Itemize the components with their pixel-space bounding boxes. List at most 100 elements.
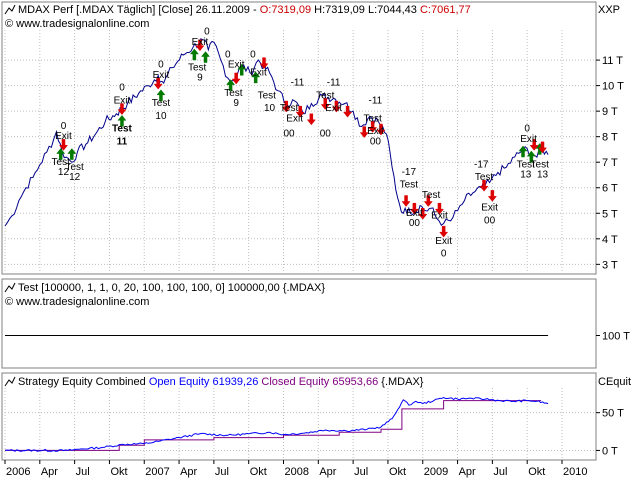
price-tick-label: 10 T [602, 81, 624, 93]
trade-annotation: 10 [264, 103, 276, 114]
trade-annotation: Exit [114, 95, 131, 106]
equity-suffix: {.MDAX} [381, 376, 424, 388]
x-tick-label: Apr [459, 466, 476, 478]
trade-annotation: Exit [286, 113, 303, 124]
trade-annotation: Test [52, 157, 71, 168]
x-tick-label: Apr [41, 466, 58, 478]
trade-annotation: Test [224, 88, 243, 99]
sell-arrow-icon [306, 113, 316, 126]
trade-annotation: 11 [117, 136, 128, 147]
sell-arrow-icon [479, 179, 489, 192]
trade-annotation: Exit [228, 60, 245, 71]
trade-annotation: Test [517, 159, 536, 170]
trade-annotation: -11 [369, 95, 383, 106]
x-gridlines [4, 30, 563, 458]
line-chart-icon [4, 282, 16, 293]
sell-arrow-icon [401, 195, 411, 207]
sell-arrow-icon [58, 139, 69, 151]
sell-arrow-icon [343, 105, 353, 118]
trade-annotation: Exit [153, 70, 170, 81]
price-panel-header: MDAX Perf [.MDAX Täglich] [Close] 26.11.… [4, 4, 471, 30]
price-tick-label: 4 T [602, 234, 618, 246]
price-tick-label: 11 T [602, 55, 623, 67]
trade-annotation: Exit [367, 126, 384, 137]
trade-annotation: -17 [402, 167, 417, 178]
equity-y-axis: 0 T 50 T [596, 408, 624, 457]
price-title-prefix: MDAX Perf [.MDAX Täglich] [Close] 26.11.… [18, 4, 257, 16]
x-tick-label: Jul [493, 466, 507, 478]
indicator-panel-header: Test [100000, 1, 1, 0, 20, 100, 100, 100… [4, 282, 325, 308]
sell-arrow-icon [376, 123, 386, 136]
line-chart-icon [4, 4, 16, 15]
sell-arrow-icon [295, 105, 305, 118]
equity-panel[interactable] [1, 372, 597, 461]
sell-arrow-icon [409, 202, 419, 215]
open-equity-line [4, 397, 549, 452]
trade-annotation: Test [280, 103, 299, 114]
indicator-panel[interactable] [1, 278, 597, 369]
trade-annotation: 0 [524, 124, 530, 135]
trade-annotation: 12 [58, 167, 70, 178]
price-title: MDAX Perf [.MDAX Täglich] [Close] 26.11.… [18, 4, 471, 16]
price-series [4, 38, 549, 227]
trade-annotation: 00 [370, 136, 382, 147]
trade-annotation: Exit [431, 210, 448, 221]
price-tick-label: 9 T [602, 106, 618, 118]
trade-annotation: 12 [69, 172, 81, 183]
sell-arrow-icon [359, 126, 369, 138]
buy-arrow-icon [526, 150, 536, 163]
equity-title: Strategy Equity Combined Open Equity 619… [18, 376, 424, 388]
ohlc-low: L:7044,43 [368, 4, 417, 16]
trade-annotation: Test [531, 159, 550, 170]
x-tick-label: Okt [250, 466, 267, 478]
indicator-title: Test [100000, 1, 1, 0, 20, 100, 100, 100… [18, 282, 325, 294]
equity-tick-label: 50 T [602, 408, 624, 420]
trade-annotation: Exit [435, 236, 452, 247]
ohlc-high: H:7319,09 [314, 4, 365, 16]
trade-annotation: Exit [520, 134, 537, 145]
buy-arrow-icon [156, 89, 166, 102]
line-chart-icon [4, 376, 16, 387]
x-tick-label: 2007 [145, 466, 169, 478]
sell-arrow-icon [195, 39, 205, 52]
trade-annotation: Exit [250, 67, 267, 78]
equity-scale-label: CEquit [598, 376, 631, 388]
trade-annotation: Test [112, 124, 132, 135]
trade-annotation: 10 [155, 111, 167, 122]
price-y-axis: 3 T 4 T 5 T 6 T 7 T 8 T 9 T 10 T 11 T [596, 55, 624, 271]
sell-arrow-icon [487, 190, 497, 202]
trade-annotation: Exit [481, 203, 498, 214]
price-scale-label: XXP [598, 4, 620, 16]
trade-annotation: 13 [520, 170, 532, 181]
open-equity-label: Open Equity 61939,26 [149, 376, 258, 388]
trade-annotation: -11 [291, 78, 305, 89]
sell-arrow-icon [281, 100, 291, 113]
indicator-y-axis: 100 T [596, 331, 630, 343]
buy-arrow-icon [251, 71, 261, 84]
sell-arrow-icon [537, 141, 548, 154]
buy-arrow-icon [67, 148, 77, 160]
x-tick-label: Okt [110, 466, 127, 478]
trade-annotation: Test [363, 113, 382, 124]
x-tick-label: Apr [180, 466, 197, 478]
price-panel[interactable] [1, 1, 597, 275]
x-tick-label: Okt [528, 466, 545, 478]
sell-arrow-icon [231, 72, 241, 85]
buy-arrow-icon [226, 79, 236, 91]
equity-tick-label: 0 T [602, 445, 618, 457]
trade-annotation: Test [316, 90, 335, 101]
trade-annotation: Exit [406, 208, 423, 219]
trade-annotation: 00 [284, 129, 296, 140]
trade-annotation: Exit [55, 131, 72, 142]
trade-annotation: 0 [61, 121, 67, 132]
trade-annotation: Test [422, 190, 441, 201]
trade-annotation: 00 [409, 218, 421, 229]
ohlc-open: O:7319,09 [260, 4, 311, 16]
equity-title-prefix: Strategy Equity Combined [18, 376, 146, 388]
x-tick-label: Apr [319, 466, 336, 478]
closed-equity-line [5, 400, 542, 451]
trade-annotation: Test [65, 162, 84, 173]
indicator-tick-label: 100 T [602, 331, 630, 343]
sell-arrow-icon [320, 98, 330, 110]
trade-annotation: 0 [204, 27, 210, 38]
